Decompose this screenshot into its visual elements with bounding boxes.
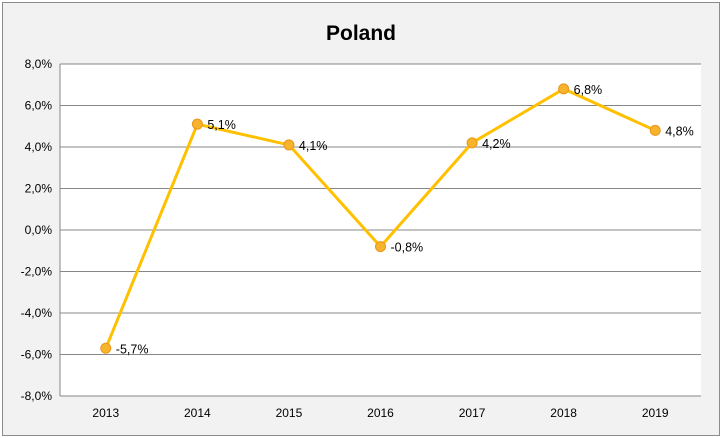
x-tick-label: 2014: [184, 406, 211, 420]
y-tick-label: -8,0%: [21, 389, 53, 403]
x-tick-label: 2016: [367, 406, 394, 420]
data-point: [375, 241, 386, 253]
data-point: [649, 124, 661, 136]
y-tick-label: -6,0%: [21, 348, 53, 362]
data-point: [558, 83, 570, 95]
y-tick-label: 0,0%: [25, 223, 53, 237]
data-point: [283, 139, 295, 151]
data-label: 5,1%: [207, 118, 236, 132]
data-label: 6,8%: [574, 83, 603, 97]
data-point: [466, 137, 478, 149]
y-tick-label: 4,0%: [25, 140, 53, 154]
y-tick-label: 8,0%: [25, 57, 53, 71]
data-point: [191, 118, 203, 130]
data-label: -5,7%: [116, 342, 149, 356]
y-tick-label: 2,0%: [25, 182, 53, 196]
data-label: 4,2%: [482, 137, 511, 151]
y-tick-label: 6,0%: [25, 99, 53, 113]
line-chart: Poland -8,0% -6,0% -4,0% -2,0% 0,0% 2,0% 4,0% 6…: [21, 22, 701, 420]
x-tick-label: 2013: [92, 406, 119, 420]
y-tick-label: -4,0%: [21, 306, 53, 320]
chart-title: Poland: [326, 22, 396, 45]
data-label: 4,8%: [665, 124, 694, 138]
data-label: 4,1%: [299, 139, 328, 153]
x-tick-label: 2018: [550, 406, 577, 420]
x-tick-label: 2015: [276, 406, 303, 420]
data-point: [100, 342, 112, 354]
x-tick-label: 2017: [459, 406, 486, 420]
y-tick-label: -2,0%: [21, 265, 53, 279]
x-tick-label: 2019: [642, 406, 669, 420]
data-label: -0,8%: [391, 241, 424, 255]
